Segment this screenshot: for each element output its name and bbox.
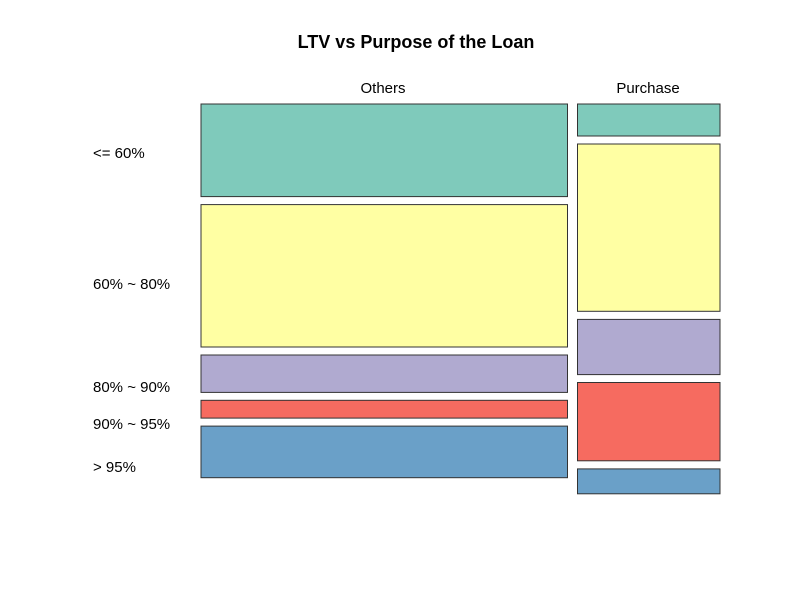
- tile-others-row-2: [200, 204, 568, 348]
- tile-others-row-1: [200, 103, 568, 198]
- tile-others-row-4: [200, 399, 568, 419]
- row-label-80-90: 80% ~ 90%: [93, 379, 170, 396]
- tile-purchase-row-5: [577, 468, 721, 495]
- tile-purchase-row-1: [577, 103, 721, 137]
- column-label-others: Others: [360, 80, 405, 97]
- row-label-60-80: 60% ~ 80%: [93, 276, 170, 293]
- row-label-90-95: 90% ~ 95%: [93, 416, 170, 433]
- tile-purchase-row-2: [577, 143, 721, 312]
- chart-title: LTV vs Purpose of the Loan: [298, 32, 535, 52]
- row-label-gt-95: > 95%: [93, 459, 136, 476]
- row-label-le-60: <= 60%: [93, 145, 145, 162]
- tile-purchase-row-3: [577, 318, 721, 376]
- column-label-purchase: Purchase: [616, 80, 679, 97]
- tile-others-row-5: [200, 425, 568, 479]
- tile-purchase-row-4: [577, 382, 721, 462]
- mosaic-tiles: [200, 103, 721, 495]
- tile-others-row-3: [200, 354, 568, 393]
